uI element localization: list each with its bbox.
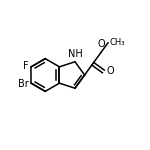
Text: CH₃: CH₃ <box>109 38 125 46</box>
Text: NH: NH <box>68 49 83 59</box>
Text: O: O <box>97 39 105 49</box>
Text: O: O <box>106 66 114 76</box>
Text: F: F <box>23 61 29 71</box>
Text: Br: Br <box>18 79 29 89</box>
